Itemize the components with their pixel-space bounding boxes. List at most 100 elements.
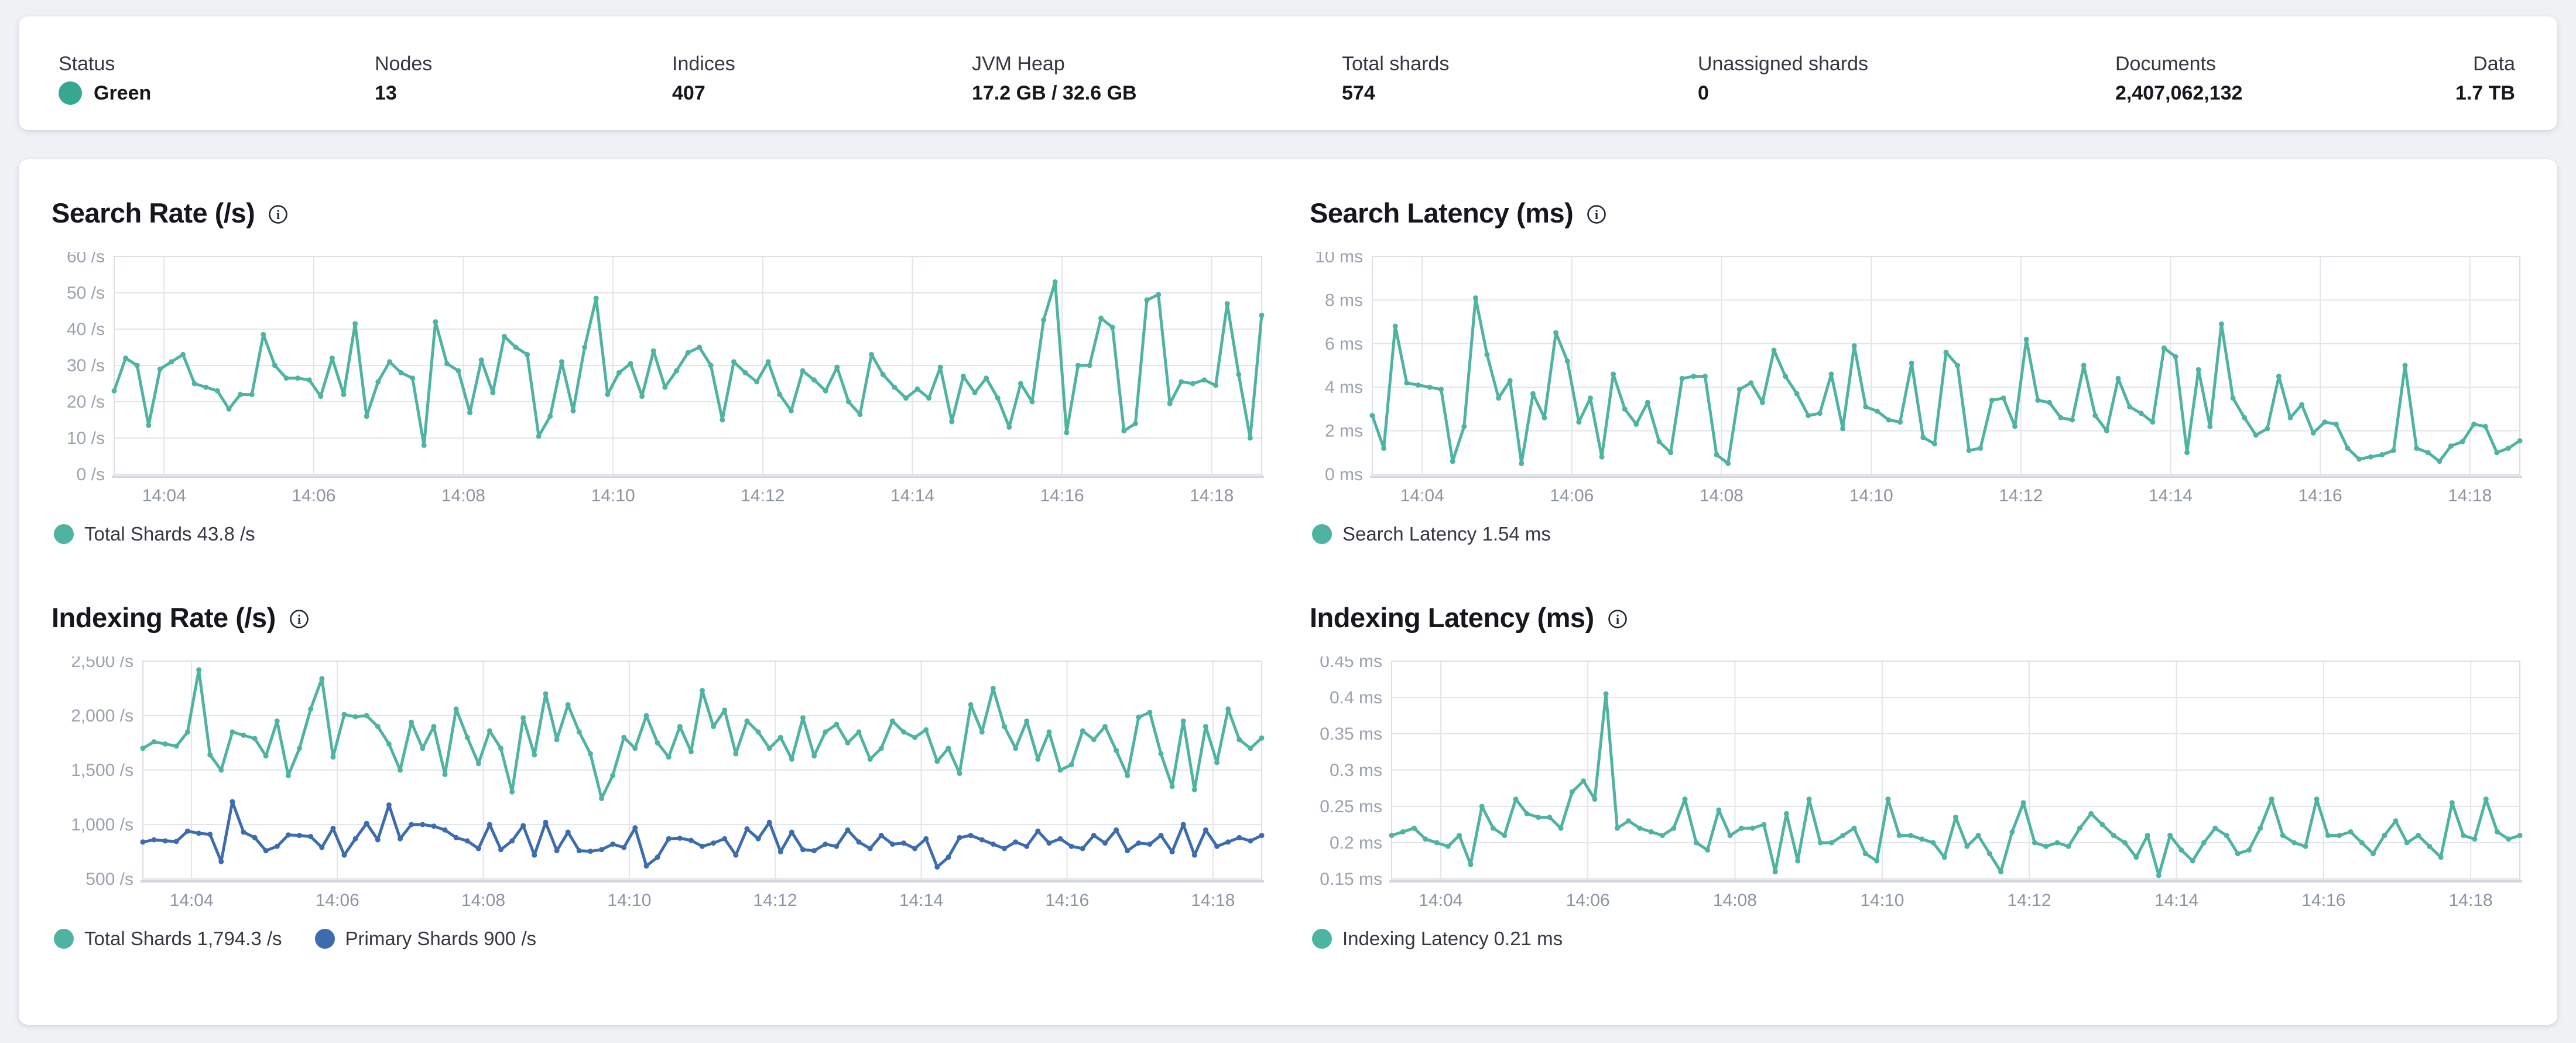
svg-text:0 /s: 0 /s	[77, 465, 105, 484]
svg-text:14:06: 14:06	[292, 486, 335, 505]
metric-value: 407	[672, 82, 705, 104]
svg-text:14:18: 14:18	[2449, 891, 2493, 910]
legend-item[interactable]: Search Latency 1.54 ms	[1312, 523, 1551, 545]
metric-unassigned-shards: Unassigned shards 0	[1698, 52, 1868, 105]
svg-text:40 /s: 40 /s	[67, 320, 105, 339]
legend-dot-icon	[1312, 929, 1332, 949]
metrics-panel: Search Rate (/s) i 60 /s 50 /s 40 /s 30 /s 2…	[19, 159, 2557, 1025]
legend-item[interactable]: Total Shards 43.8 /s	[54, 523, 255, 545]
svg-text:14:12: 14:12	[741, 486, 785, 505]
svg-text:0.45 ms: 0.45 ms	[1320, 656, 1382, 671]
svg-text:0.35 ms: 0.35 ms	[1320, 724, 1382, 744]
svg-text:14:08: 14:08	[1700, 486, 1743, 505]
legend-dot-icon	[54, 929, 74, 949]
svg-text:14:16: 14:16	[1040, 486, 1084, 505]
legend-item[interactable]: Primary Shards 900 /s	[314, 928, 536, 950]
svg-text:14:16: 14:16	[1045, 891, 1089, 910]
svg-text:14:08: 14:08	[1713, 891, 1757, 910]
svg-text:0.3 ms: 0.3 ms	[1330, 761, 1382, 780]
chart-title: Search Rate (/s)	[52, 197, 255, 228]
legend-item[interactable]: Indexing Latency 0.21 ms	[1312, 928, 1563, 950]
metric-jvm-heap: JVM Heap 17.2 GB / 32.6 GB	[972, 52, 1137, 105]
svg-text:14:06: 14:06	[1550, 486, 1594, 505]
line-chart[interactable]: 10 ms 8 ms 6 ms 4 ms 2 ms 0 ms 14:04 14:06 14:08…	[1310, 247, 2524, 511]
metric-label: Indices	[672, 53, 735, 75]
info-icon[interactable]: i	[268, 204, 289, 225]
svg-text:6 ms: 6 ms	[1325, 334, 1363, 354]
svg-text:10 /s: 10 /s	[67, 429, 105, 448]
legend-item[interactable]: Total Shards 1,794.3 /s	[54, 928, 282, 950]
metric-data: Data 1.7 TB	[2455, 52, 2515, 105]
chart-indexing-rate: Indexing Rate (/s) i 2,500 /s 2,000 /s 1,5…	[52, 601, 1266, 950]
chart-legend: Search Latency 1.54 ms	[1312, 523, 2524, 545]
metric-value: Green	[59, 81, 151, 105]
legend-label: Total Shards 43.8 /s	[84, 523, 255, 545]
svg-text:14:14: 14:14	[2154, 891, 2198, 910]
line-chart[interactable]: 2,500 /s 2,000 /s 1,500 /s 1,000 /s 500 /s 14…	[52, 652, 1266, 916]
svg-text:1,500 /s: 1,500 /s	[71, 761, 133, 780]
svg-text:14:12: 14:12	[1999, 486, 2043, 505]
metric-value: 574	[1342, 82, 1375, 104]
svg-text:i: i	[1595, 207, 1598, 222]
legend-label: Indexing Latency 0.21 ms	[1342, 928, 1563, 949]
chart-legend: Total Shards 43.8 /s	[54, 523, 1266, 545]
svg-text:14:04: 14:04	[1400, 486, 1444, 505]
svg-text:2,000 /s: 2,000 /s	[71, 706, 133, 726]
svg-text:i: i	[276, 207, 280, 222]
metric-label: Unassigned shards	[1698, 53, 1869, 75]
svg-text:14:14: 14:14	[899, 891, 943, 910]
info-icon[interactable]: i	[1607, 608, 1628, 630]
svg-text:14:16: 14:16	[2301, 891, 2345, 910]
metric-label: JVM Heap	[972, 53, 1065, 75]
svg-text:14:14: 14:14	[2149, 486, 2193, 505]
svg-text:1,000 /s: 1,000 /s	[71, 815, 133, 835]
svg-text:30 /s: 30 /s	[67, 356, 105, 375]
status-text: Green	[94, 82, 152, 104]
line-chart[interactable]: 60 /s 50 /s 40 /s 30 /s 20 /s 10 /s 0 /s 14:04 1…	[52, 247, 1266, 511]
metric-label: Documents	[2115, 53, 2216, 75]
svg-text:50 /s: 50 /s	[67, 283, 105, 303]
svg-text:0.25 ms: 0.25 ms	[1320, 797, 1382, 816]
svg-text:0.4 ms: 0.4 ms	[1330, 688, 1382, 707]
svg-text:14:10: 14:10	[1860, 891, 1904, 910]
chart-legend: Indexing Latency 0.21 ms	[1312, 928, 2524, 950]
svg-text:i: i	[297, 612, 301, 627]
svg-text:14:10: 14:10	[591, 486, 635, 505]
svg-text:14:10: 14:10	[607, 891, 651, 910]
metric-label: Total shards	[1342, 53, 1450, 75]
svg-text:4 ms: 4 ms	[1325, 378, 1363, 397]
svg-text:0.2 ms: 0.2 ms	[1330, 833, 1382, 853]
metric-value: 0	[1698, 82, 1709, 104]
metric-value: 1.7 TB	[2455, 82, 2515, 104]
svg-text:0.15 ms: 0.15 ms	[1320, 870, 1382, 889]
svg-text:14:04: 14:04	[142, 486, 186, 505]
svg-text:14:18: 14:18	[1190, 486, 1234, 505]
svg-text:14:04: 14:04	[170, 891, 214, 910]
svg-text:60 /s: 60 /s	[67, 252, 105, 266]
metric-label: Status	[59, 53, 115, 75]
chart-title: Indexing Latency (ms)	[1310, 602, 1594, 633]
metric-value: 13	[375, 82, 397, 104]
info-icon[interactable]: i	[289, 608, 310, 630]
legend-label: Search Latency 1.54 ms	[1342, 523, 1551, 545]
svg-text:14:08: 14:08	[441, 486, 485, 505]
svg-text:14:06: 14:06	[1566, 891, 1610, 910]
svg-text:14:06: 14:06	[316, 891, 359, 910]
metric-value: 2,407,062,132	[2115, 82, 2243, 104]
svg-text:i: i	[1616, 612, 1619, 627]
svg-text:20 /s: 20 /s	[67, 392, 105, 412]
chart-indexing-latency: Indexing Latency (ms) i 0.45 ms 0.4 ms 0.3…	[1310, 601, 2524, 950]
svg-text:10 ms: 10 ms	[1315, 252, 1363, 266]
metric-status: Status Green	[59, 52, 151, 105]
legend-dot-icon	[314, 929, 335, 949]
line-chart[interactable]: 0.45 ms 0.4 ms 0.35 ms 0.3 ms 0.25 ms 0.2 ms 0…	[1310, 652, 2524, 916]
svg-text:14:12: 14:12	[2008, 891, 2051, 910]
svg-text:14:18: 14:18	[2448, 486, 2492, 505]
svg-text:500 /s: 500 /s	[85, 870, 133, 889]
info-icon[interactable]: i	[1586, 204, 1607, 225]
svg-text:0 ms: 0 ms	[1325, 465, 1363, 484]
chart-title: Indexing Rate (/s)	[52, 602, 276, 633]
chart-search-rate: Search Rate (/s) i 60 /s 50 /s 40 /s 30 /s 2…	[52, 197, 1266, 545]
svg-text:14:08: 14:08	[461, 891, 505, 910]
metric-indices: Indices 407	[672, 52, 735, 105]
